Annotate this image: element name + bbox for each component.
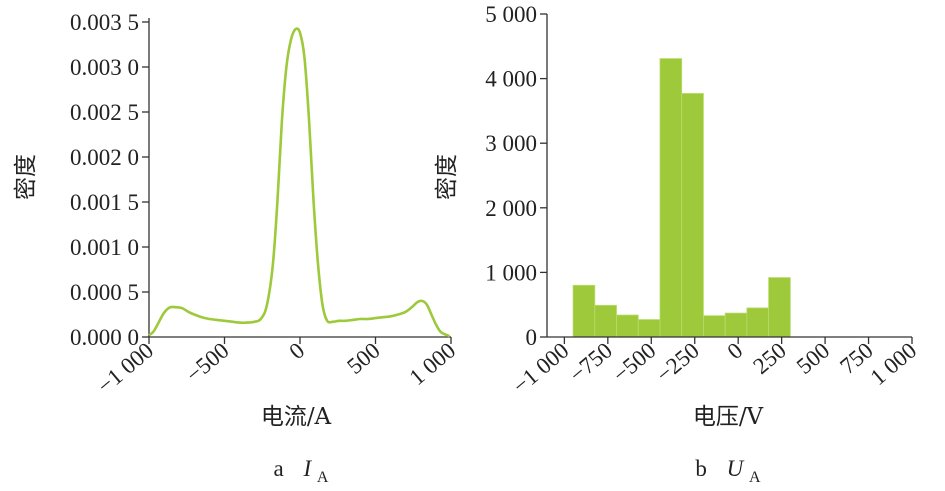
- panel-b-y-tick-label: 2 000: [485, 196, 537, 221]
- panel-a-x-tick-label: 500: [342, 338, 384, 379]
- panel-b-x-tick-label: 250: [748, 338, 790, 379]
- panel-a-current-density: 0.000 0 0.000 5 0.001 0 0.001 5 0.002 0 0.002…: [13, 10, 460, 486]
- panel-b-y-axis-title: 密度: [434, 154, 460, 200]
- panel-b-caption: b U A: [695, 456, 761, 486]
- panel-b-histogram-bar: [681, 93, 704, 338]
- panel-a-x-tick-label: −500: [181, 338, 233, 388]
- panel-a-caption: a I A: [274, 456, 329, 486]
- panel-a-y-tick-label: 0.001 0: [70, 235, 139, 260]
- panel-b-x-tick-label: −250: [652, 338, 704, 388]
- panel-b-histogram-bar: [572, 284, 596, 338]
- panel-b-histogram-bar: [746, 307, 770, 338]
- panel-a-y-tick-label: 0.000 0: [70, 325, 139, 350]
- panel-a-y-tick-label: 0.001 5: [70, 190, 139, 215]
- panel-b-caption-subscript: A: [749, 469, 761, 486]
- panel-a-caption-subscript: A: [317, 469, 329, 486]
- panel-b-histogram-bar: [659, 58, 683, 338]
- panel-b-histogram-bar: [616, 314, 639, 338]
- panel-a-y-tick-label: 0.002 0: [70, 145, 139, 170]
- panel-a-y-tick-label: 0.003 5: [70, 10, 139, 35]
- panel-b-caption-symbol: U: [727, 456, 745, 481]
- panel-b-y-tick-label: 3 000: [485, 131, 537, 156]
- panel-a-x-tick-label: 1 000: [405, 338, 461, 390]
- panel-a-y-tick-label: 0.002 5: [70, 100, 139, 125]
- panel-b-y-tick-label: 5 000: [485, 2, 537, 27]
- panel-b-y-axis: 0 1 000 2 000 3 000 4 000 5 000: [485, 2, 548, 350]
- panel-b-x-tick-label: −500: [608, 338, 660, 388]
- panel-b-bars: [572, 58, 791, 338]
- panel-b-caption-prefix: b: [695, 456, 707, 481]
- panel-b-histogram-bar: [724, 312, 748, 338]
- panel-b-histogram-bar: [594, 304, 617, 338]
- panel-a-x-tick-label: 0: [284, 338, 309, 365]
- panel-b-x-axis-title: 电压/V: [693, 404, 764, 430]
- panel-a-x-axis: −1 000 −500 0 500 1 000: [93, 336, 461, 398]
- panel-b-histogram-bar: [768, 277, 791, 338]
- panel-a-y-tick-label: 0.000 5: [70, 280, 139, 305]
- panel-b-x-tick-label: 1 000: [866, 338, 922, 390]
- panel-b-y-tick-label: 4 000: [485, 67, 537, 92]
- panel-a-caption-prefix: a: [274, 456, 284, 481]
- panel-b-histogram-bar: [637, 319, 661, 338]
- panel-a-density-curve: [148, 27, 450, 338]
- panel-a-caption-symbol: I: [302, 456, 312, 481]
- panel-b-histogram-bar: [703, 315, 726, 338]
- panel-a-y-tick-label: 0.003 0: [70, 55, 139, 80]
- panel-b-x-tick-label: −750: [565, 338, 617, 388]
- panel-b-y-tick-label: 1 000: [485, 260, 537, 285]
- panel-b-x-tick-label: 500: [792, 338, 834, 379]
- panel-b-x-tick-label: 0: [723, 338, 748, 365]
- panel-a-y-axis-title: 密度: [13, 154, 39, 200]
- panel-b-y-tick-label: 0: [526, 325, 538, 350]
- panel-a-x-axis-title: 电流/A: [261, 404, 332, 430]
- panel-a-y-axis: 0.000 0 0.000 5 0.001 0 0.001 5 0.002 0 0.002…: [70, 10, 150, 350]
